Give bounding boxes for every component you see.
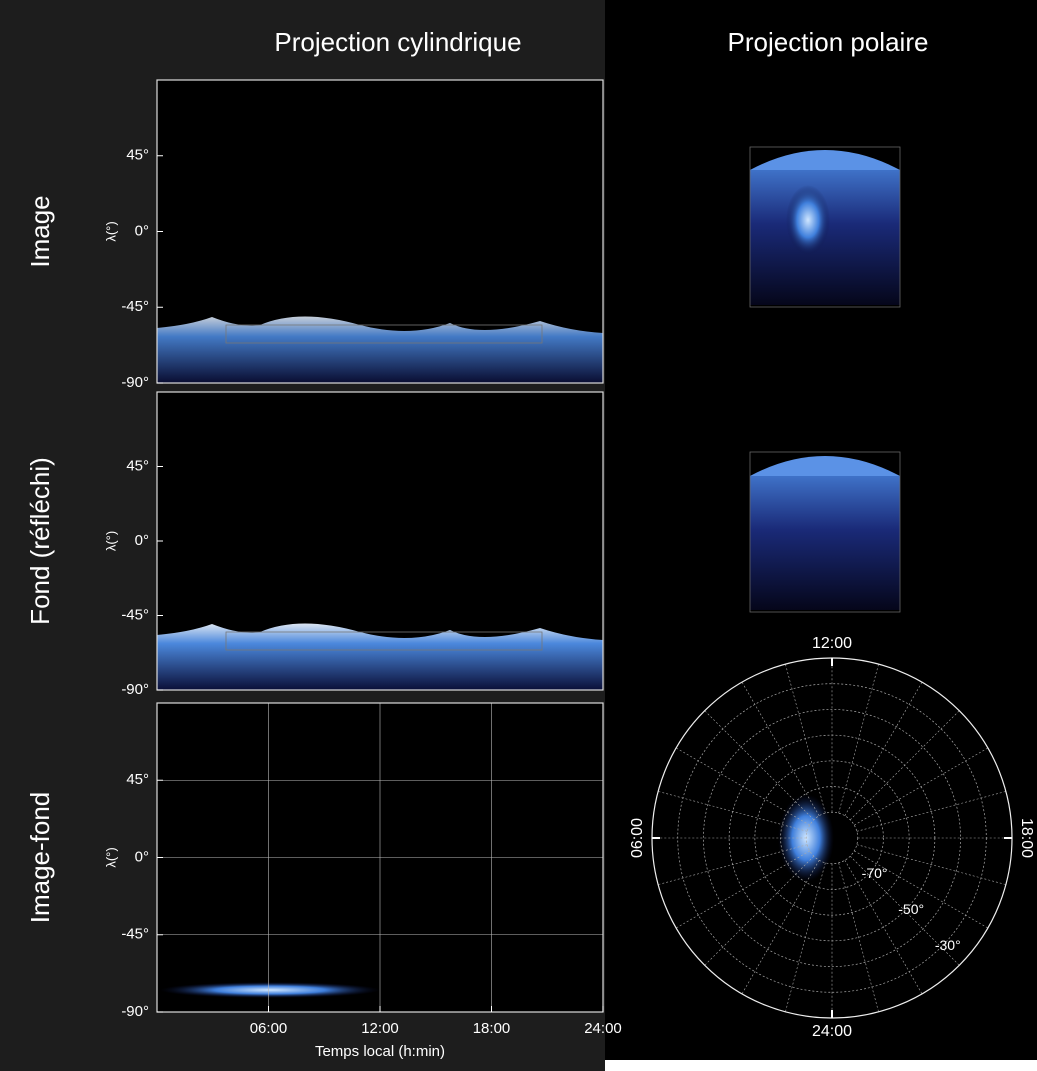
angle-tick-label: 18:00 xyxy=(1018,818,1035,858)
angle-tick-label: 06:00 xyxy=(629,818,646,858)
y-tick-label: 45° xyxy=(126,771,149,788)
row-label: Image-fond xyxy=(25,792,55,924)
spoke xyxy=(838,664,879,814)
y-tick-label: 45° xyxy=(126,457,149,474)
y-tick-label: 0° xyxy=(135,222,149,239)
spoke xyxy=(844,860,923,995)
spoke xyxy=(658,844,808,885)
r-tick-label: -70° xyxy=(862,865,888,881)
y-tick-label: -45° xyxy=(121,926,149,943)
y-axis-label: λ(°) xyxy=(103,847,118,867)
y-tick-label: -90° xyxy=(121,374,149,391)
ring-grid xyxy=(754,760,910,916)
y-axis-label: λ(°) xyxy=(103,531,118,551)
x-axis-label: Temps local (h:min) xyxy=(315,1043,445,1060)
x-tick-label: 24:00 xyxy=(584,1020,622,1037)
spoke xyxy=(854,747,989,826)
spoke xyxy=(741,860,820,995)
spoke xyxy=(658,791,808,832)
y-tick-label: 0° xyxy=(135,532,149,549)
polar-image-thumb xyxy=(749,146,901,308)
r-tick-label: -50° xyxy=(898,901,924,917)
y-tick-label: -90° xyxy=(121,681,149,698)
y-axis-label: λ(°) xyxy=(103,221,118,241)
y-tick-label: 45° xyxy=(126,147,149,164)
spoke xyxy=(844,681,923,816)
aurora-band xyxy=(157,623,603,690)
spoke xyxy=(785,862,826,1012)
r-tick-label: -30° xyxy=(935,937,961,953)
spoke xyxy=(675,747,810,826)
overlay-box xyxy=(225,631,543,651)
spoke xyxy=(675,850,810,929)
overlay-box xyxy=(225,324,543,344)
ring-grid xyxy=(703,709,961,967)
spoke xyxy=(741,681,820,816)
column-title: Projection cylindrique xyxy=(274,27,521,57)
spoke xyxy=(785,664,826,814)
x-tick-label: 06:00 xyxy=(250,1020,288,1037)
x-tick-label: 12:00 xyxy=(361,1020,399,1037)
angle-tick-label: 24:00 xyxy=(812,1023,852,1040)
aurora-residual xyxy=(160,982,380,998)
x-tick-label: 18:00 xyxy=(473,1020,511,1037)
spoke xyxy=(854,850,989,929)
y-tick-label: -90° xyxy=(121,1003,149,1020)
aurora-band xyxy=(157,316,603,383)
spoke xyxy=(704,710,815,821)
row-label: Fond (réfléchi) xyxy=(25,457,55,625)
y-tick-label: -45° xyxy=(121,298,149,315)
row-label: Image xyxy=(25,195,55,267)
spoke xyxy=(856,844,1006,885)
spoke xyxy=(856,791,1006,832)
y-tick-label: 0° xyxy=(135,848,149,865)
spoke xyxy=(849,855,960,966)
spoke xyxy=(849,710,960,821)
spoke xyxy=(704,855,815,966)
column-title: Projection polaire xyxy=(728,27,929,57)
spoke xyxy=(838,862,879,1012)
angle-tick-label: 12:00 xyxy=(812,635,852,652)
y-tick-label: -45° xyxy=(121,606,149,623)
polar-background-thumb xyxy=(749,451,901,613)
